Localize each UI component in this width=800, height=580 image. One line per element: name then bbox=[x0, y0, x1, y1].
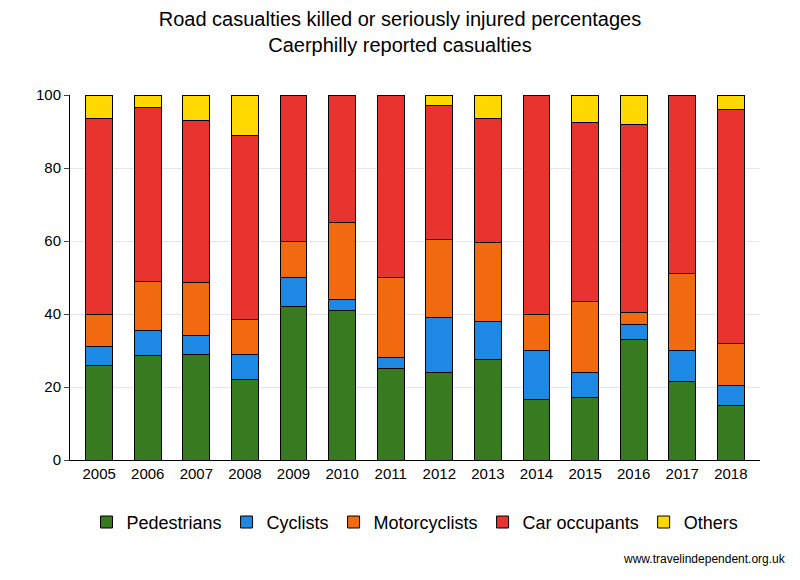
svg-text:2012: 2012 bbox=[423, 465, 456, 482]
svg-text:2016: 2016 bbox=[617, 465, 650, 482]
svg-text:Others: Others bbox=[684, 513, 738, 533]
svg-text:2014: 2014 bbox=[520, 465, 553, 482]
svg-text:2017: 2017 bbox=[666, 465, 699, 482]
svg-text:2011: 2011 bbox=[375, 465, 407, 482]
svg-text:Road casualties killed or seri: Road casualties killed or seriously inju… bbox=[159, 8, 641, 56]
svg-text:www.travelindependent.org.uk: www.travelindependent.org.uk bbox=[623, 552, 786, 566]
svg-text:40: 40 bbox=[44, 305, 61, 322]
svg-text:2007: 2007 bbox=[180, 465, 213, 482]
svg-text:2010: 2010 bbox=[325, 465, 358, 482]
svg-text:2008: 2008 bbox=[228, 465, 261, 482]
svg-text:2018: 2018 bbox=[714, 465, 747, 482]
svg-text:Cyclists: Cyclists bbox=[267, 513, 329, 533]
svg-text:Motorcyclists: Motorcyclists bbox=[374, 513, 478, 533]
svg-text:2015: 2015 bbox=[568, 465, 601, 482]
svg-text:0: 0 bbox=[53, 451, 61, 468]
svg-text:20: 20 bbox=[44, 378, 61, 395]
svg-text:2013: 2013 bbox=[471, 465, 504, 482]
svg-text:2005: 2005 bbox=[82, 465, 115, 482]
svg-text:80: 80 bbox=[44, 159, 61, 176]
svg-text:2009: 2009 bbox=[277, 465, 310, 482]
svg-text:60: 60 bbox=[44, 232, 61, 249]
svg-text:Car occupants: Car occupants bbox=[523, 513, 639, 533]
svg-text:Pedestrians: Pedestrians bbox=[127, 513, 222, 533]
svg-text:100: 100 bbox=[36, 86, 61, 103]
svg-text:2006: 2006 bbox=[131, 465, 164, 482]
